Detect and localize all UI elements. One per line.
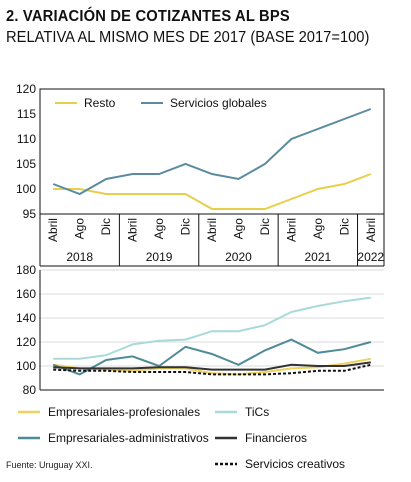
chart1-xtick-label: Ago <box>311 218 325 240</box>
year-label: 2018 <box>66 250 93 264</box>
chart1-xtick-label: Dic <box>337 218 351 235</box>
chart1-xtick-label: Abril <box>46 218 60 242</box>
chart1-series-line <box>52 108 372 196</box>
legend-label: TiCs <box>245 405 269 419</box>
source-note: Fuente: Uruguay XXI. <box>6 460 93 470</box>
chart2-ytick-label: 120 <box>16 335 36 349</box>
legend-label-resto: Resto <box>84 96 116 110</box>
chart2-ytick-label: 100 <box>16 359 36 373</box>
chart1-xtick-label: Ago <box>73 218 87 240</box>
legend-label: Financieros <box>245 431 307 445</box>
chart1-series-line <box>53 173 372 210</box>
chart1-xtick-label: Abril <box>126 218 140 242</box>
year-label: 2019 <box>146 250 173 264</box>
legend-label: Empresariales-administrativos <box>48 431 209 445</box>
chart1-frame <box>39 88 385 215</box>
chart2-series-line <box>52 338 372 376</box>
chart2-ytick-label: 80 <box>23 383 37 397</box>
chart1-xtick-label: Ago <box>231 218 245 240</box>
chart1-xtick-label: Abril <box>364 218 378 242</box>
chart1-ytick-label: 95 <box>23 207 37 221</box>
chart1-ytick-label: 105 <box>16 157 36 171</box>
chart1-ytick-label: 110 <box>17 132 36 146</box>
chart1-xtick-label: Dic <box>179 218 193 235</box>
legend-label-servicios-globales: Servicios globales <box>170 96 267 110</box>
chart1-ytick-label: 120 <box>16 82 36 96</box>
year-label: 2022 <box>357 250 384 264</box>
chart1-ytick-label: 115 <box>17 107 36 121</box>
chart1-xtick-label: Dic <box>99 218 113 235</box>
chart-title: 2. VARIACIÓN DE COTIZANTES AL BPS <box>6 8 290 25</box>
year-label: 2021 <box>304 250 331 264</box>
legend-label: Servicios creativos <box>245 457 345 471</box>
chart1-xtick-label: Dic <box>258 218 272 235</box>
year-label: 2020 <box>225 250 252 264</box>
chart2-series-line <box>53 357 371 376</box>
chart2-ytick-label: 160 <box>16 287 36 301</box>
chart2-series-line <box>53 361 371 371</box>
chart1-xtick-label: Abril <box>205 218 219 242</box>
chart1-ytick-label: 100 <box>16 182 36 196</box>
chart1-xtick-label: Abril <box>284 218 298 242</box>
chart1-xtick-label: Ago <box>152 218 166 240</box>
legend-label: Empresariales-profesionales <box>48 405 200 419</box>
chart-subtitle: RELATIVA AL MISMO MES DE 2017 (BASE 2017… <box>6 29 370 46</box>
chart2-ytick-label: 140 <box>16 311 36 325</box>
chart2-ytick-label: 180 <box>16 263 36 277</box>
chart2-series-line <box>53 296 371 360</box>
